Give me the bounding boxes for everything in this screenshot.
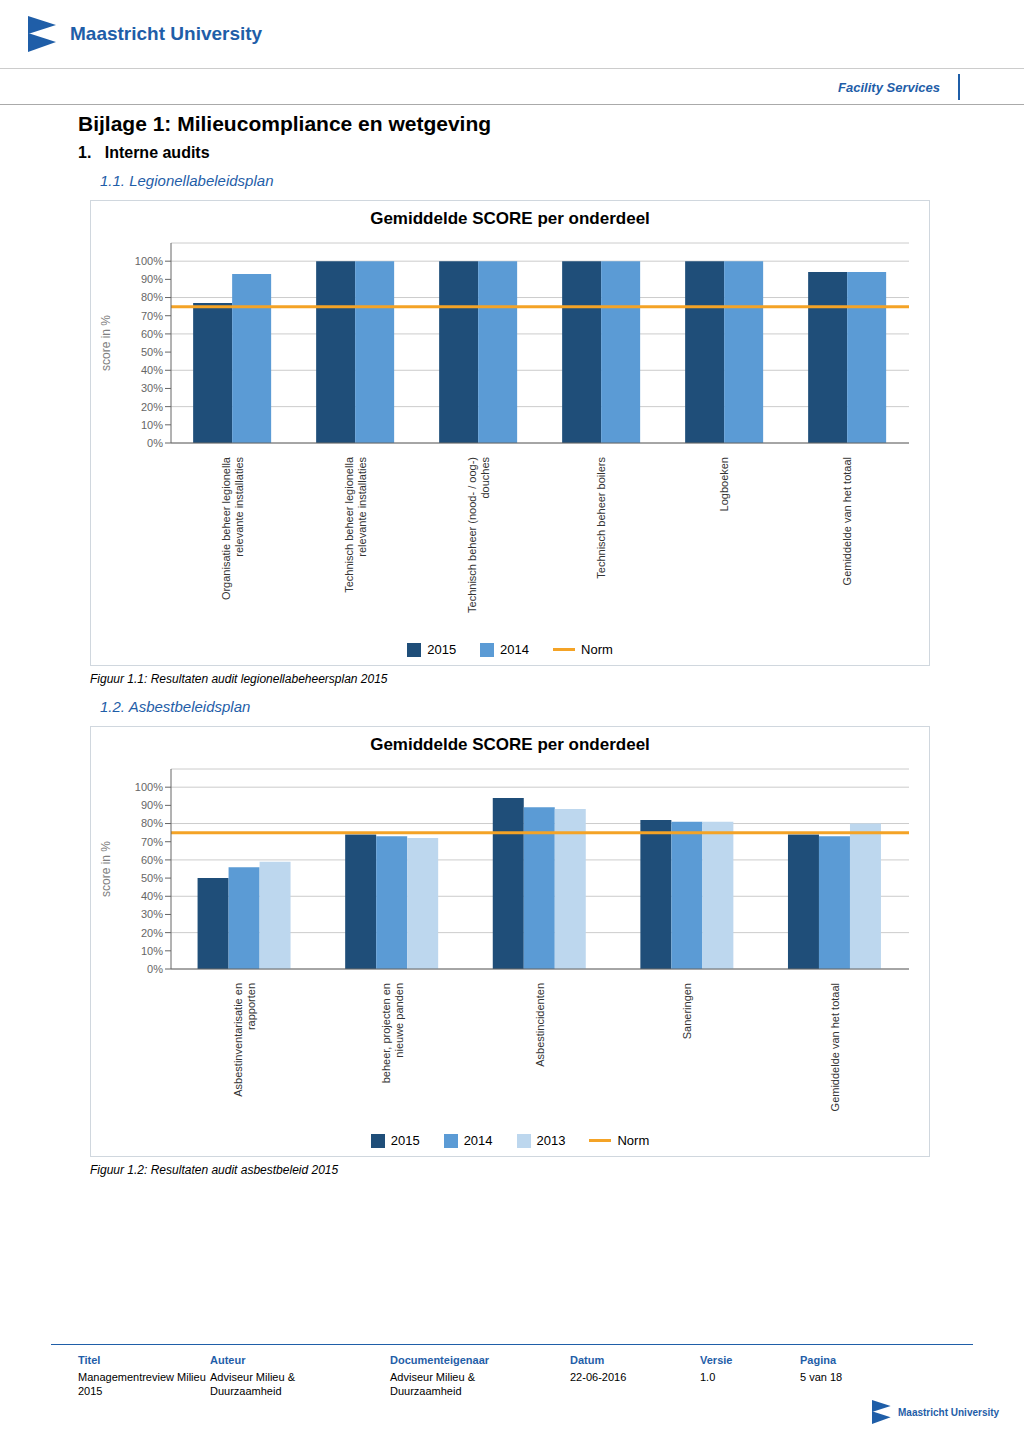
- svg-text:Technisch beheer (nood- / oog-: Technisch beheer (nood- / oog-)douches: [466, 457, 491, 613]
- svg-text:score in %: score in %: [99, 841, 113, 897]
- html-text:Maastricht University: Maastricht University: [898, 1406, 1000, 1418]
- html-text:2013: 2013: [536, 1133, 566, 1148]
- html-text:Documenteigenaar: Documenteigenaar: [390, 1354, 489, 1366]
- html-text:22-06-2016: 22-06-2016: [570, 1371, 627, 1383]
- svg-text:score in %: score in %: [99, 315, 113, 371]
- svg-text:70%: 70%: [141, 836, 163, 848]
- html-text:Titel: Titel: [78, 1354, 101, 1366]
- html-text:Maastricht University: Maastricht University: [70, 23, 263, 44]
- html-text:Versie: Versie: [700, 1354, 733, 1366]
- svg-text:Gemiddelde van het totaal: Gemiddelde van het totaal: [841, 457, 853, 585]
- svg-text:30%: 30%: [141, 382, 163, 394]
- svg-text:50%: 50%: [141, 872, 163, 884]
- html-text:2015: 2015: [390, 1133, 420, 1148]
- html-text:1.2. Asbestbeleidsplan: 1.2. Asbestbeleidsplan: [100, 698, 251, 715]
- html-text:Auteur: Auteur: [210, 1354, 246, 1366]
- html-text:Bijlage 1: Milieucompliance en: Bijlage 1: Milieucompliance en wetgeving: [78, 112, 492, 135]
- svg-text:Saneringen: Saneringen: [681, 983, 693, 1039]
- html-text:Figuur 1.2: Resultaten audit a: Figuur 1.2: Resultaten audit asbestbelei…: [90, 1163, 339, 1177]
- svg-text:90%: 90%: [141, 273, 163, 285]
- html-text:Adviseur Milieu & Duurzaamheid: Adviseur Milieu & Duurzaamheid: [210, 1371, 295, 1397]
- svg-text:20%: 20%: [141, 401, 163, 413]
- svg-text:Technisch beheer boilers: Technisch beheer boilers: [595, 457, 607, 579]
- html-text:1.1. Legionellabeleidsplan: 1.1. Legionellabeleidsplan: [100, 172, 274, 189]
- html-text:2014: 2014: [500, 642, 529, 657]
- svg-text:50%: 50%: [141, 346, 163, 358]
- html-text:Norm: Norm: [581, 642, 613, 657]
- html-text:1. Interne audits: 1. Interne audits: [78, 144, 210, 161]
- svg-text:0%: 0%: [147, 437, 163, 449]
- html-text:Gemiddelde SCORE per onderdeel: Gemiddelde SCORE per onderdeel: [370, 735, 650, 754]
- html-text:Datum: Datum: [570, 1354, 605, 1366]
- html-text:2015: 2015: [427, 642, 457, 657]
- html-text:2014: 2014: [463, 1133, 493, 1148]
- svg-text:10%: 10%: [141, 945, 163, 957]
- svg-text:40%: 40%: [141, 890, 163, 902]
- html-text:5 van 18: 5 van 18: [800, 1371, 843, 1383]
- svg-text:100%: 100%: [135, 781, 163, 793]
- svg-text:40%: 40%: [141, 364, 163, 376]
- svg-text:80%: 80%: [141, 817, 163, 829]
- svg-text:beheer, projecten ennieuwe pan: beheer, projecten ennieuwe panden: [380, 983, 405, 1083]
- svg-text:80%: 80%: [141, 291, 163, 303]
- svg-text:60%: 60%: [141, 328, 163, 340]
- svg-text:60%: 60%: [141, 854, 163, 866]
- svg-text:10%: 10%: [141, 419, 163, 431]
- html-text:Figuur 1.1: Resultaten audit l: Figuur 1.1: Resultaten audit legionellab…: [90, 672, 388, 686]
- html-text:Pagina: Pagina: [800, 1354, 837, 1366]
- html-text:Facility Services: Facility Services: [838, 79, 940, 95]
- html-text:Gemiddelde SCORE per onderdeel: Gemiddelde SCORE per onderdeel: [370, 209, 650, 228]
- html-text:Managementreview Milieu 2015: Managementreview Milieu 2015: [78, 1371, 206, 1397]
- svg-text:100%: 100%: [135, 255, 163, 267]
- html-text:Norm: Norm: [617, 1133, 650, 1148]
- svg-text:Logboeken: Logboeken: [718, 457, 730, 511]
- svg-text:30%: 30%: [141, 908, 163, 920]
- svg-text:0%: 0%: [147, 963, 163, 975]
- svg-text:Organisatie beheer legionellar: Organisatie beheer legionellarelevante i…: [220, 456, 245, 600]
- svg-text:90%: 90%: [141, 799, 163, 811]
- html-text:Adviseur Milieu & Duurzaamheid: Adviseur Milieu & Duurzaamheid: [390, 1371, 475, 1397]
- svg-text:70%: 70%: [141, 310, 163, 322]
- html-text:1.0: 1.0: [700, 1371, 716, 1383]
- svg-text:Asbestinventarisatie enrapport: Asbestinventarisatie enrapporten: [232, 983, 257, 1097]
- svg-text:Gemiddelde van het totaal: Gemiddelde van het totaal: [829, 983, 841, 1111]
- svg-text:Technisch beheer legionellarel: Technisch beheer legionellarelevante ins…: [343, 456, 368, 593]
- svg-text:Asbestincidenten: Asbestincidenten: [534, 983, 546, 1067]
- svg-text:20%: 20%: [141, 927, 163, 939]
